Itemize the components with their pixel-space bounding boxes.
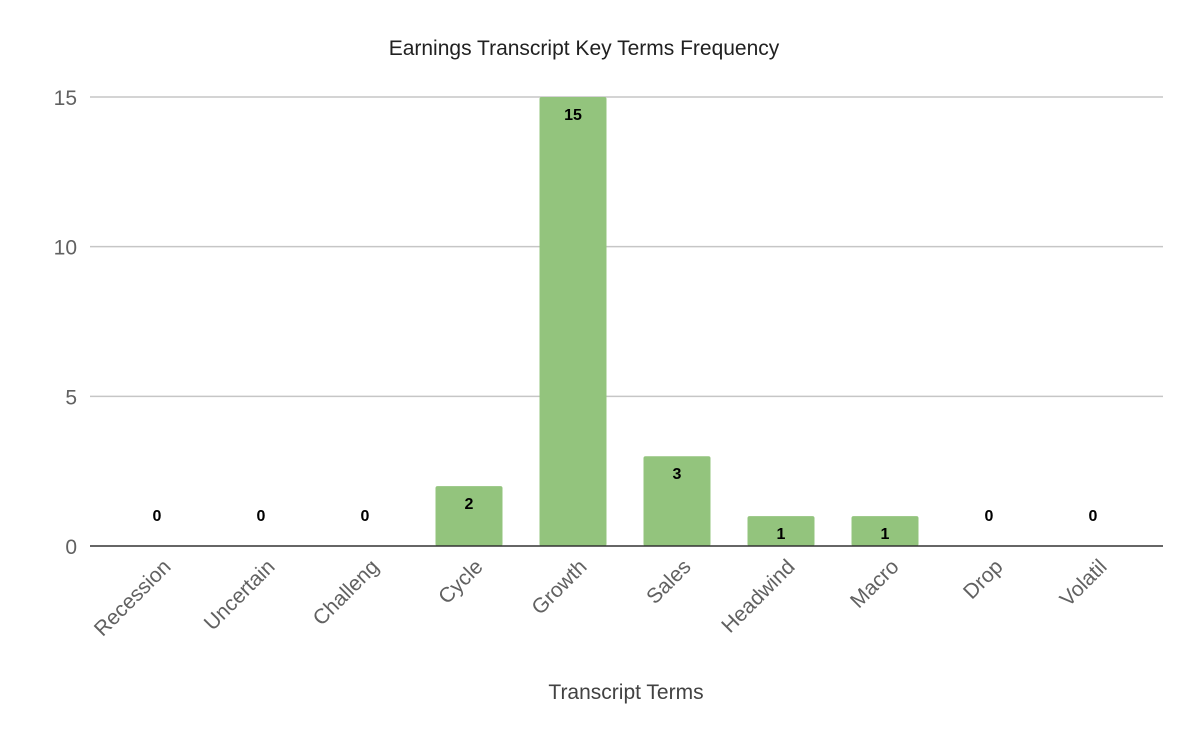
data-labels: 0 0 0 2 15 3 1 1 0 0	[153, 107, 1098, 543]
data-label: 0	[257, 508, 266, 525]
y-tick-label: 10	[54, 237, 77, 260]
data-label: 0	[1089, 508, 1098, 525]
x-tick-label: Volatil	[1056, 555, 1112, 611]
data-label: 0	[361, 508, 370, 525]
x-tick-label: Sales	[642, 555, 695, 608]
bar	[539, 97, 607, 546]
bars	[435, 97, 919, 546]
data-label: 15	[564, 107, 582, 124]
gridlines	[90, 96, 1163, 398]
bar	[851, 516, 919, 546]
x-tick-label: Growth	[527, 555, 591, 619]
x-axis-title: Transcript Terms	[548, 681, 703, 704]
x-tick-label: Uncertain	[200, 555, 280, 635]
x-tick-label: Macro	[846, 555, 904, 613]
x-tick-label: Drop	[959, 555, 1007, 603]
y-tick-label: 5	[65, 386, 77, 409]
x-tick-label: Cycle	[434, 555, 487, 608]
y-tick-label: 15	[54, 87, 77, 110]
x-tick-label: Headwind	[717, 555, 799, 637]
data-label: 2	[465, 496, 474, 513]
y-tick-label: 0	[65, 536, 77, 559]
x-tick-label: Recession	[90, 555, 176, 641]
data-label: 0	[985, 508, 994, 525]
x-axis-ticks: Recession Uncertain Challeng Cycle Growth Sal…	[90, 555, 1112, 641]
bar	[643, 456, 711, 546]
data-label: 1	[777, 526, 786, 543]
data-label: 3	[673, 466, 682, 483]
bar	[435, 486, 503, 546]
bar	[747, 516, 815, 546]
data-label: 1	[881, 526, 890, 543]
chart-title: Earnings Transcript Key Terms Frequency	[389, 37, 780, 60]
x-tick-label: Challeng	[309, 555, 384, 630]
y-axis-ticks: 0 5 10 15	[54, 87, 77, 559]
data-label: 0	[153, 508, 162, 525]
